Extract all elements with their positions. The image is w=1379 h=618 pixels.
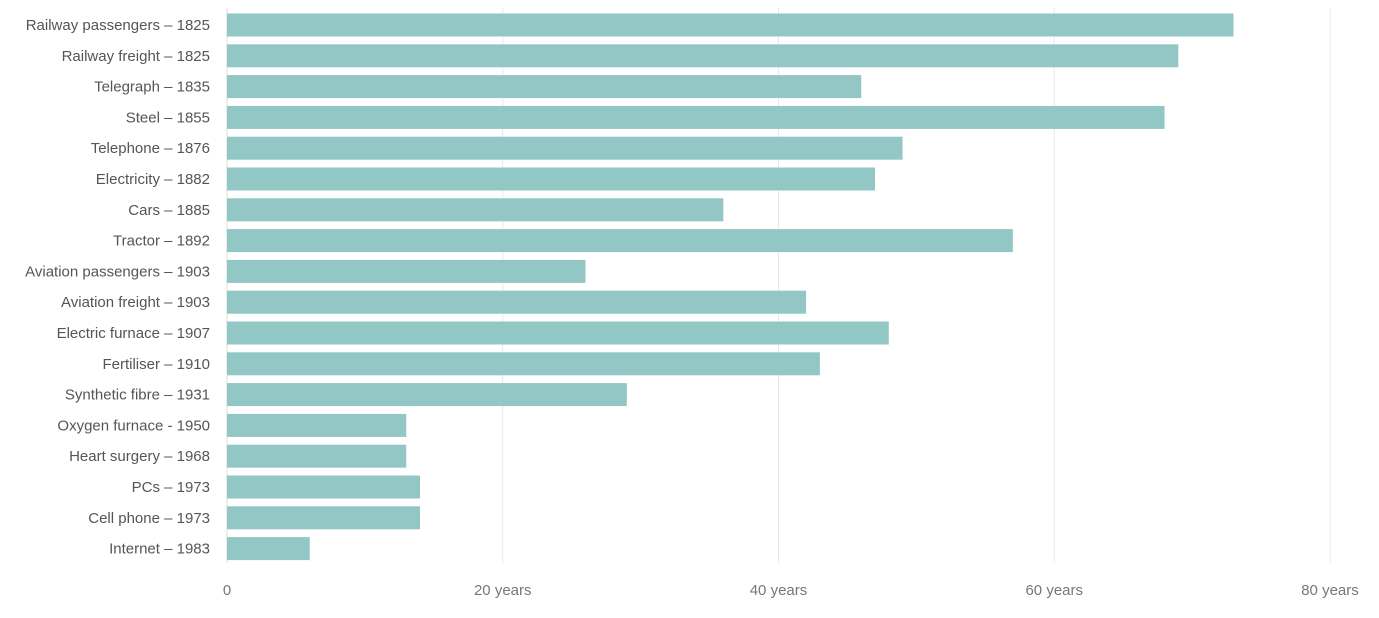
category-label: Tractor – 1892 bbox=[113, 233, 210, 250]
category-labels: Railway passengers – 1825 Railway freight… bbox=[25, 17, 210, 558]
bar bbox=[227, 198, 724, 222]
bars bbox=[227, 13, 1234, 561]
category-label: PCs – 1973 bbox=[132, 479, 210, 496]
bar bbox=[227, 506, 421, 530]
x-tick-label: 20 years bbox=[474, 582, 532, 599]
bar bbox=[227, 105, 1165, 129]
x-tick-label: 80 years bbox=[1301, 582, 1359, 599]
category-label: Cell phone – 1973 bbox=[88, 510, 210, 527]
category-label: Synthetic fibre – 1931 bbox=[65, 387, 210, 404]
bar bbox=[227, 167, 876, 191]
x-tick-label: 60 years bbox=[1025, 582, 1083, 599]
category-label: Cars – 1885 bbox=[128, 202, 210, 219]
category-label: Telephone – 1876 bbox=[91, 140, 210, 157]
bar bbox=[227, 259, 586, 283]
category-label: Steel – 1855 bbox=[126, 109, 210, 126]
category-label: Railway freight – 1825 bbox=[62, 48, 210, 65]
bar bbox=[227, 413, 407, 437]
bar bbox=[227, 444, 407, 468]
bar bbox=[227, 290, 807, 314]
bar bbox=[227, 13, 1234, 37]
category-label: Railway passengers – 1825 bbox=[26, 17, 210, 34]
bar bbox=[227, 383, 627, 407]
bar bbox=[227, 75, 862, 99]
bar bbox=[227, 44, 1179, 68]
bar bbox=[227, 136, 903, 160]
category-label: Aviation passengers – 1903 bbox=[25, 263, 210, 280]
bar bbox=[227, 321, 889, 345]
bar bbox=[227, 229, 1013, 253]
category-label: Fertiliser – 1910 bbox=[102, 356, 210, 373]
bar bbox=[227, 537, 310, 561]
bar bbox=[227, 475, 421, 499]
category-label: Oxygen furnace - 1950 bbox=[57, 417, 210, 434]
category-label: Electricity – 1882 bbox=[96, 171, 210, 188]
category-label: Aviation freight – 1903 bbox=[61, 294, 210, 311]
bar bbox=[227, 352, 820, 376]
x-tick-label: 0 bbox=[223, 582, 231, 599]
gridlines bbox=[226, 8, 1331, 563]
category-label: Telegraph – 1835 bbox=[94, 79, 210, 96]
category-label: Heart surgery – 1968 bbox=[69, 448, 210, 465]
category-label: Electric furnace – 1907 bbox=[57, 325, 210, 342]
x-axis-tick-labels: 0 20 years 40 years 60 years 80 years bbox=[223, 582, 1359, 599]
category-label: Internet – 1983 bbox=[109, 541, 210, 558]
x-tick-label: 40 years bbox=[750, 582, 808, 599]
